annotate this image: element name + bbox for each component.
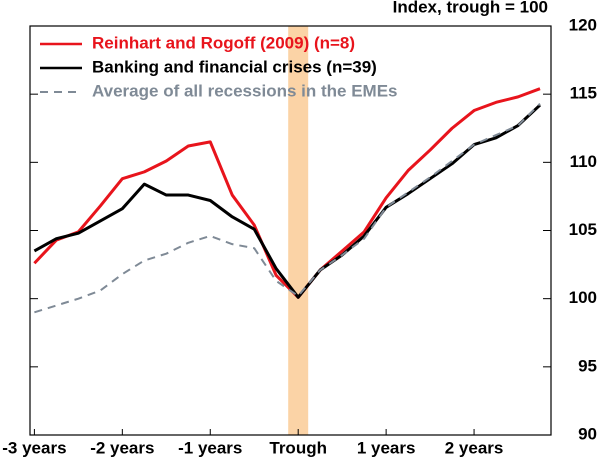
legend-label: Reinhart and Rogoff (2009) (n=8) xyxy=(92,33,355,52)
y-tick-label: 90 xyxy=(578,424,597,443)
x-tick-label: 2 years xyxy=(445,438,504,457)
y-tick-label: 120 xyxy=(569,15,597,34)
x-tick-label: -2 years xyxy=(90,438,154,457)
legend-label: Banking and financial crises (n=39) xyxy=(92,57,377,76)
trough-band xyxy=(288,26,309,435)
y-tick-label: 110 xyxy=(570,152,597,171)
x-tick-label: -1 years xyxy=(178,438,242,457)
y-tick-label: 95 xyxy=(578,356,597,375)
y-tick-label: 100 xyxy=(569,288,597,307)
y-tick-label: 115 xyxy=(570,84,597,103)
x-tick-label: -3 years xyxy=(2,438,66,457)
series-line xyxy=(33,87,541,299)
x-tick-label: Trough xyxy=(269,438,327,457)
series-line xyxy=(33,103,542,299)
y-tick-label: 105 xyxy=(569,220,597,239)
x-tick-label: 1 years xyxy=(357,438,416,457)
y-axis-label: Index, trough = 100 xyxy=(393,0,548,16)
legend-label: Average of all recessions in the EMEs xyxy=(92,81,398,100)
